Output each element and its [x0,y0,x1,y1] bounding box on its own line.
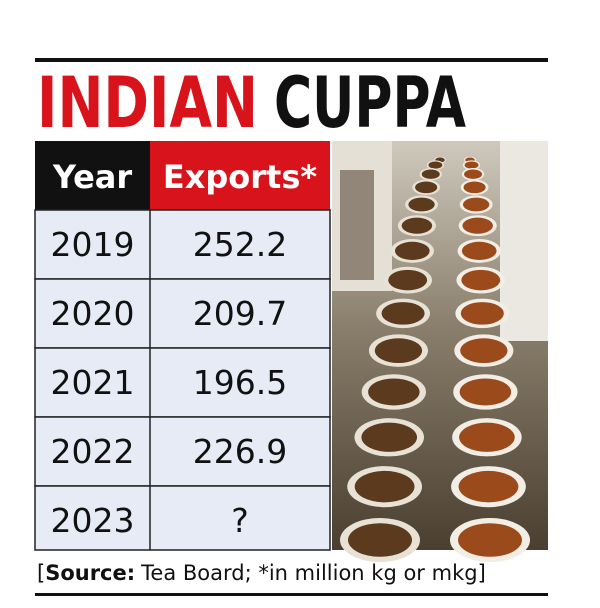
tea-leaves [408,197,435,212]
tea-leaves [354,470,415,503]
tea-leaves [388,269,428,291]
tea-leaves [394,241,430,260]
column-header: Exports* [163,158,318,196]
source-text: Tea Board; *in million kg or mkg] [140,561,486,585]
tea-leaves [381,302,425,325]
tea-liquor [459,422,515,452]
tea-liquor [462,197,490,212]
tea-photo [332,141,548,562]
tea-liquor [458,523,522,557]
row [34,485,331,551]
table-cell: 252.2 [193,225,287,264]
bottom-rule [35,593,548,596]
table-cell: 209.7 [193,294,287,333]
tea-leaves [348,523,412,557]
title-red: INDIAN [37,62,258,144]
table-cell: 226.9 [193,432,287,471]
tea-leaves [368,378,420,406]
table-cell: ? [231,501,249,540]
top-rule [35,58,548,62]
source-label: Source: [45,561,135,585]
tea-liquor [464,161,479,169]
table-cell: 2022 [51,432,135,471]
source-open: [ [37,561,45,585]
tea-leaves [374,338,423,364]
tea-liquor [463,181,486,194]
header-cell [35,141,150,210]
tea-liquor [458,470,519,503]
tea-liquor [461,241,497,260]
tea-liquor [461,269,501,291]
header-cell [150,141,330,210]
source: [Source: Tea Board; *in million kg or mkg… [37,561,486,585]
table-cell: 2021 [51,363,135,402]
row [34,278,331,349]
tea-leaves [361,422,418,452]
table-cell: 196.5 [193,363,287,402]
title-black: CUPPA [274,62,466,144]
tea-leaves [428,161,443,169]
tea-leaves [415,181,438,194]
tea-leaves [421,169,440,179]
tea-leaves [401,217,433,234]
table-cell: 2019 [51,225,135,264]
table-cell: 2020 [51,294,135,333]
tea-liquor [462,217,493,234]
row [34,209,331,280]
tea-liquor [460,338,508,364]
column-header: Year [52,158,133,196]
tea-liquor [459,378,512,406]
tea-liquor [460,302,504,325]
table-cell: 2023 [51,501,135,540]
tea-liquor [464,169,483,179]
row [34,416,331,487]
row [34,347,331,418]
